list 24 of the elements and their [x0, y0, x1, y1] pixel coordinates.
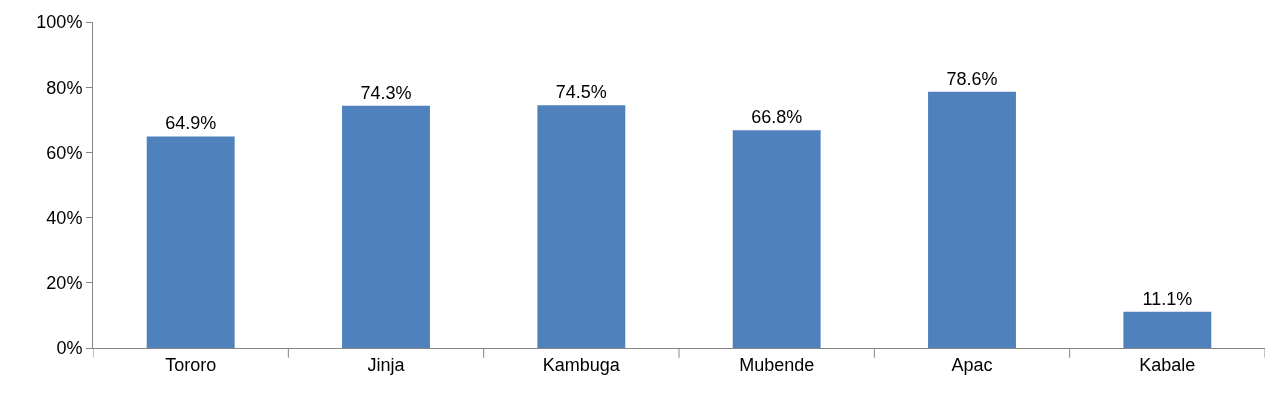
bar	[146, 136, 235, 348]
y-tick-label: 40%	[46, 207, 83, 228]
x-tick-label: Kabale	[1139, 354, 1196, 375]
y-tick-label: 20%	[46, 273, 83, 294]
x-tick-label: Tororo	[165, 354, 217, 375]
x-tick-label: Jinja	[367, 354, 406, 375]
y-tick-label: 0%	[56, 338, 83, 359]
data-label: 74.3%	[360, 82, 412, 103]
bar	[1123, 311, 1212, 348]
data-label: 74.5%	[555, 82, 607, 103]
data-label: 11.1%	[1142, 288, 1193, 309]
x-tick-label: Apac	[951, 354, 993, 375]
bar	[732, 130, 821, 348]
x-tick-label: Mubende	[739, 354, 815, 375]
bar	[342, 105, 430, 348]
y-tick-label: 60%	[46, 142, 83, 163]
data-label: 78.6%	[946, 68, 998, 89]
x-tick-label: Kambuga	[542, 354, 621, 375]
y-tick-label: 80%	[46, 77, 83, 98]
data-label: 66.8%	[751, 107, 803, 128]
data-label: 64.9%	[165, 113, 217, 134]
bar	[537, 105, 626, 348]
bar	[928, 91, 1016, 348]
y-tick-label: 100%	[36, 12, 83, 33]
